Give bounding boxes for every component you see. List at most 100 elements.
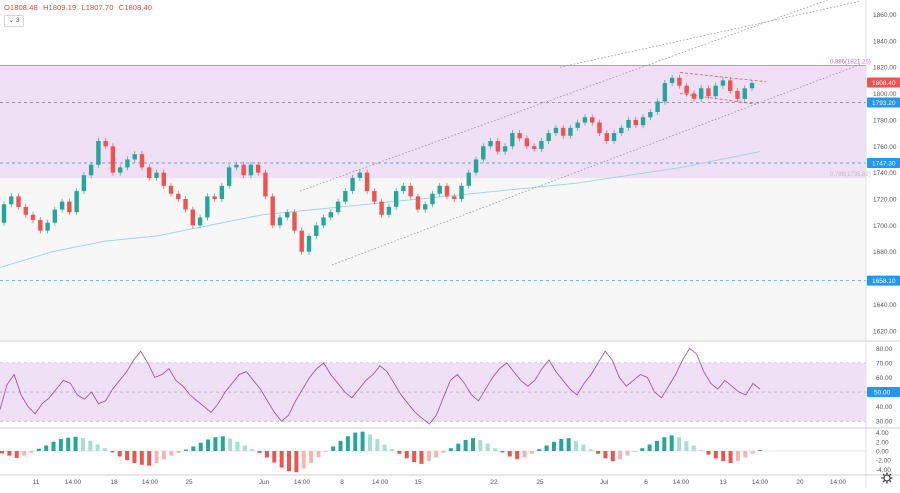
- fib-zone: [0, 65, 866, 179]
- candle-body: [74, 191, 79, 213]
- macd-bar: [596, 451, 601, 454]
- macd-bar: [95, 444, 100, 451]
- low-value: L1807.70: [81, 3, 114, 12]
- candle-body: [335, 201, 341, 213]
- candle-body: [720, 80, 726, 86]
- candle-body: [495, 141, 501, 152]
- macd-bar: [176, 451, 181, 453]
- candle-body: [248, 164, 254, 176]
- candle-body: [728, 80, 733, 91]
- rsi-line: [0, 347, 761, 425]
- macd-bar: [7, 451, 12, 456]
- candle-body: [444, 185, 450, 197]
- macd-bar: [316, 451, 321, 458]
- candle-body: [698, 88, 704, 99]
- macd-bar: [493, 448, 498, 451]
- time-tick-label: 22: [490, 479, 498, 486]
- candle-body: [161, 172, 166, 186]
- macd-bar: [758, 450, 762, 451]
- candle-body: [241, 164, 246, 176]
- candle-body: [379, 201, 384, 215]
- candle-body: [117, 167, 123, 173]
- candle-body: [343, 191, 348, 202]
- time-tick-label: 14:00: [294, 479, 311, 486]
- time-tick-label: 11: [33, 479, 40, 486]
- candle-body: [691, 93, 697, 99]
- candle-body: [277, 217, 283, 226]
- price-tick-label: 1720.00: [873, 196, 897, 203]
- time-tick-label: 25: [185, 479, 193, 486]
- candle-body: [553, 127, 559, 134]
- indicators-toggle-button[interactable]: ⌄ 3: [4, 15, 24, 27]
- macd-bar: [345, 436, 350, 451]
- last-price-badge-bg: [867, 77, 900, 88]
- chevron-down-icon: ⌄: [8, 17, 14, 24]
- time-tick-label: 14:00: [142, 479, 159, 486]
- price-tick-label: 1780.00: [873, 117, 897, 124]
- rsi-value-badge-bg: [867, 387, 900, 398]
- candle-body: [30, 214, 36, 221]
- macd-bar: [213, 437, 218, 451]
- macd-bar: [191, 446, 196, 451]
- macd-bar: [515, 451, 520, 460]
- candle-body: [212, 196, 217, 199]
- macd-bar: [743, 451, 748, 458]
- macd-bar: [441, 451, 446, 453]
- macd-bar: [654, 440, 659, 451]
- macd-bar: [669, 435, 674, 451]
- macd-bar: [507, 451, 512, 457]
- time-tick-label: Jul: [600, 479, 609, 486]
- macd-bar: [522, 451, 527, 458]
- time-tick-label: 25: [536, 479, 544, 486]
- fib-bottom-label: 0.786(1735.82): [830, 172, 871, 178]
- macd-bar: [625, 451, 630, 456]
- price-tick-label: 1680.00: [873, 249, 897, 256]
- macd-bar: [235, 441, 240, 451]
- macd-bar: [309, 451, 314, 463]
- macd-tick-label: 4.00: [876, 430, 889, 437]
- candle-body: [81, 175, 87, 192]
- macd-bar: [735, 451, 740, 462]
- candle-body: [735, 90, 740, 99]
- candle-body: [234, 164, 239, 168]
- macd-bar: [728, 451, 733, 463]
- candle-body: [466, 172, 471, 186]
- macd-bar: [51, 441, 56, 451]
- candle-body: [328, 212, 333, 218]
- gear-icon[interactable]: [881, 472, 893, 484]
- macd-bar: [58, 439, 63, 451]
- macd-bar: [677, 437, 682, 451]
- macd-bar: [647, 444, 652, 451]
- open-value: O1808.48: [4, 3, 38, 12]
- macd-bar: [566, 438, 571, 451]
- macd-bar: [750, 451, 755, 454]
- macd-bar: [434, 451, 439, 458]
- candle-body: [132, 154, 137, 160]
- candle-body: [713, 85, 718, 97]
- price-tick-label: 1820.00: [873, 65, 897, 72]
- candle-body: [408, 185, 413, 197]
- macd-bar: [640, 448, 645, 451]
- macd-bar: [691, 445, 696, 451]
- rsi-tick-label: 30.00: [876, 419, 893, 426]
- candle-body: [524, 138, 530, 147]
- candle-body: [285, 212, 290, 218]
- macd-bar: [559, 439, 564, 451]
- time-tick-label: 14:00: [372, 479, 389, 486]
- candle-body: [560, 127, 566, 136]
- candle-body: [473, 159, 479, 173]
- macd-bar: [456, 443, 461, 451]
- candle-body: [662, 83, 668, 102]
- candle-body: [357, 172, 363, 178]
- macd-bar: [574, 440, 579, 451]
- macd-bar: [360, 431, 365, 451]
- candle-body: [582, 117, 588, 123]
- rsi-tick-label: 70.00: [876, 360, 893, 367]
- candle-body: [415, 196, 421, 210]
- macd-bar: [250, 449, 255, 451]
- macd-bar: [662, 437, 667, 451]
- candle-body: [684, 85, 689, 94]
- close-value: C1808.40: [118, 3, 153, 12]
